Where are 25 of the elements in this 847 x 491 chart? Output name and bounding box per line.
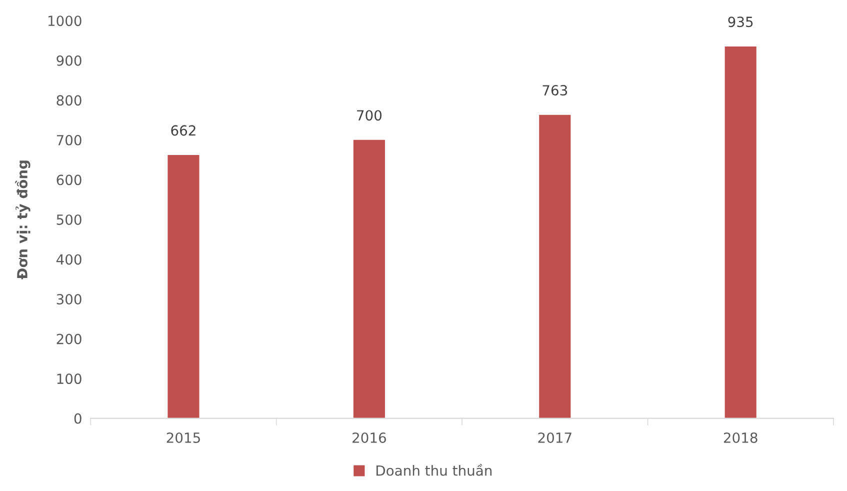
data-label: 700 <box>357 110 382 121</box>
data-label: 662 <box>171 125 196 136</box>
y-axis-title: Đơn vị: tỷ đồng <box>15 160 30 280</box>
data-label: 763 <box>542 85 568 96</box>
x-tick-label: 2016 <box>352 432 386 443</box>
x-tick-label: 2015 <box>166 432 200 443</box>
y-tick-label: 300 <box>56 294 82 304</box>
y-tick-label: 200 <box>56 334 82 344</box>
y-tick-label: 0 <box>74 413 82 424</box>
bar <box>353 140 385 418</box>
y-tick-label: 400 <box>56 254 82 265</box>
y-tick-label: 700 <box>56 134 82 146</box>
bar <box>168 155 200 418</box>
y-tick-label: 1000 <box>48 16 82 26</box>
y-tick-label: 100 <box>57 374 82 384</box>
legend-label: Doanh thu thuần <box>376 464 492 476</box>
bar <box>724 46 756 418</box>
y-tick-label: 600 <box>56 174 82 186</box>
y-tick-label: 500 <box>56 214 82 225</box>
x-tick-label: 2017 <box>538 432 572 443</box>
x-tick-label: 2018 <box>724 432 758 443</box>
data-label: 935 <box>728 16 753 28</box>
y-tick-label: 800 <box>56 95 82 106</box>
bar <box>539 114 571 418</box>
y-tick-label: 900 <box>56 55 82 66</box>
